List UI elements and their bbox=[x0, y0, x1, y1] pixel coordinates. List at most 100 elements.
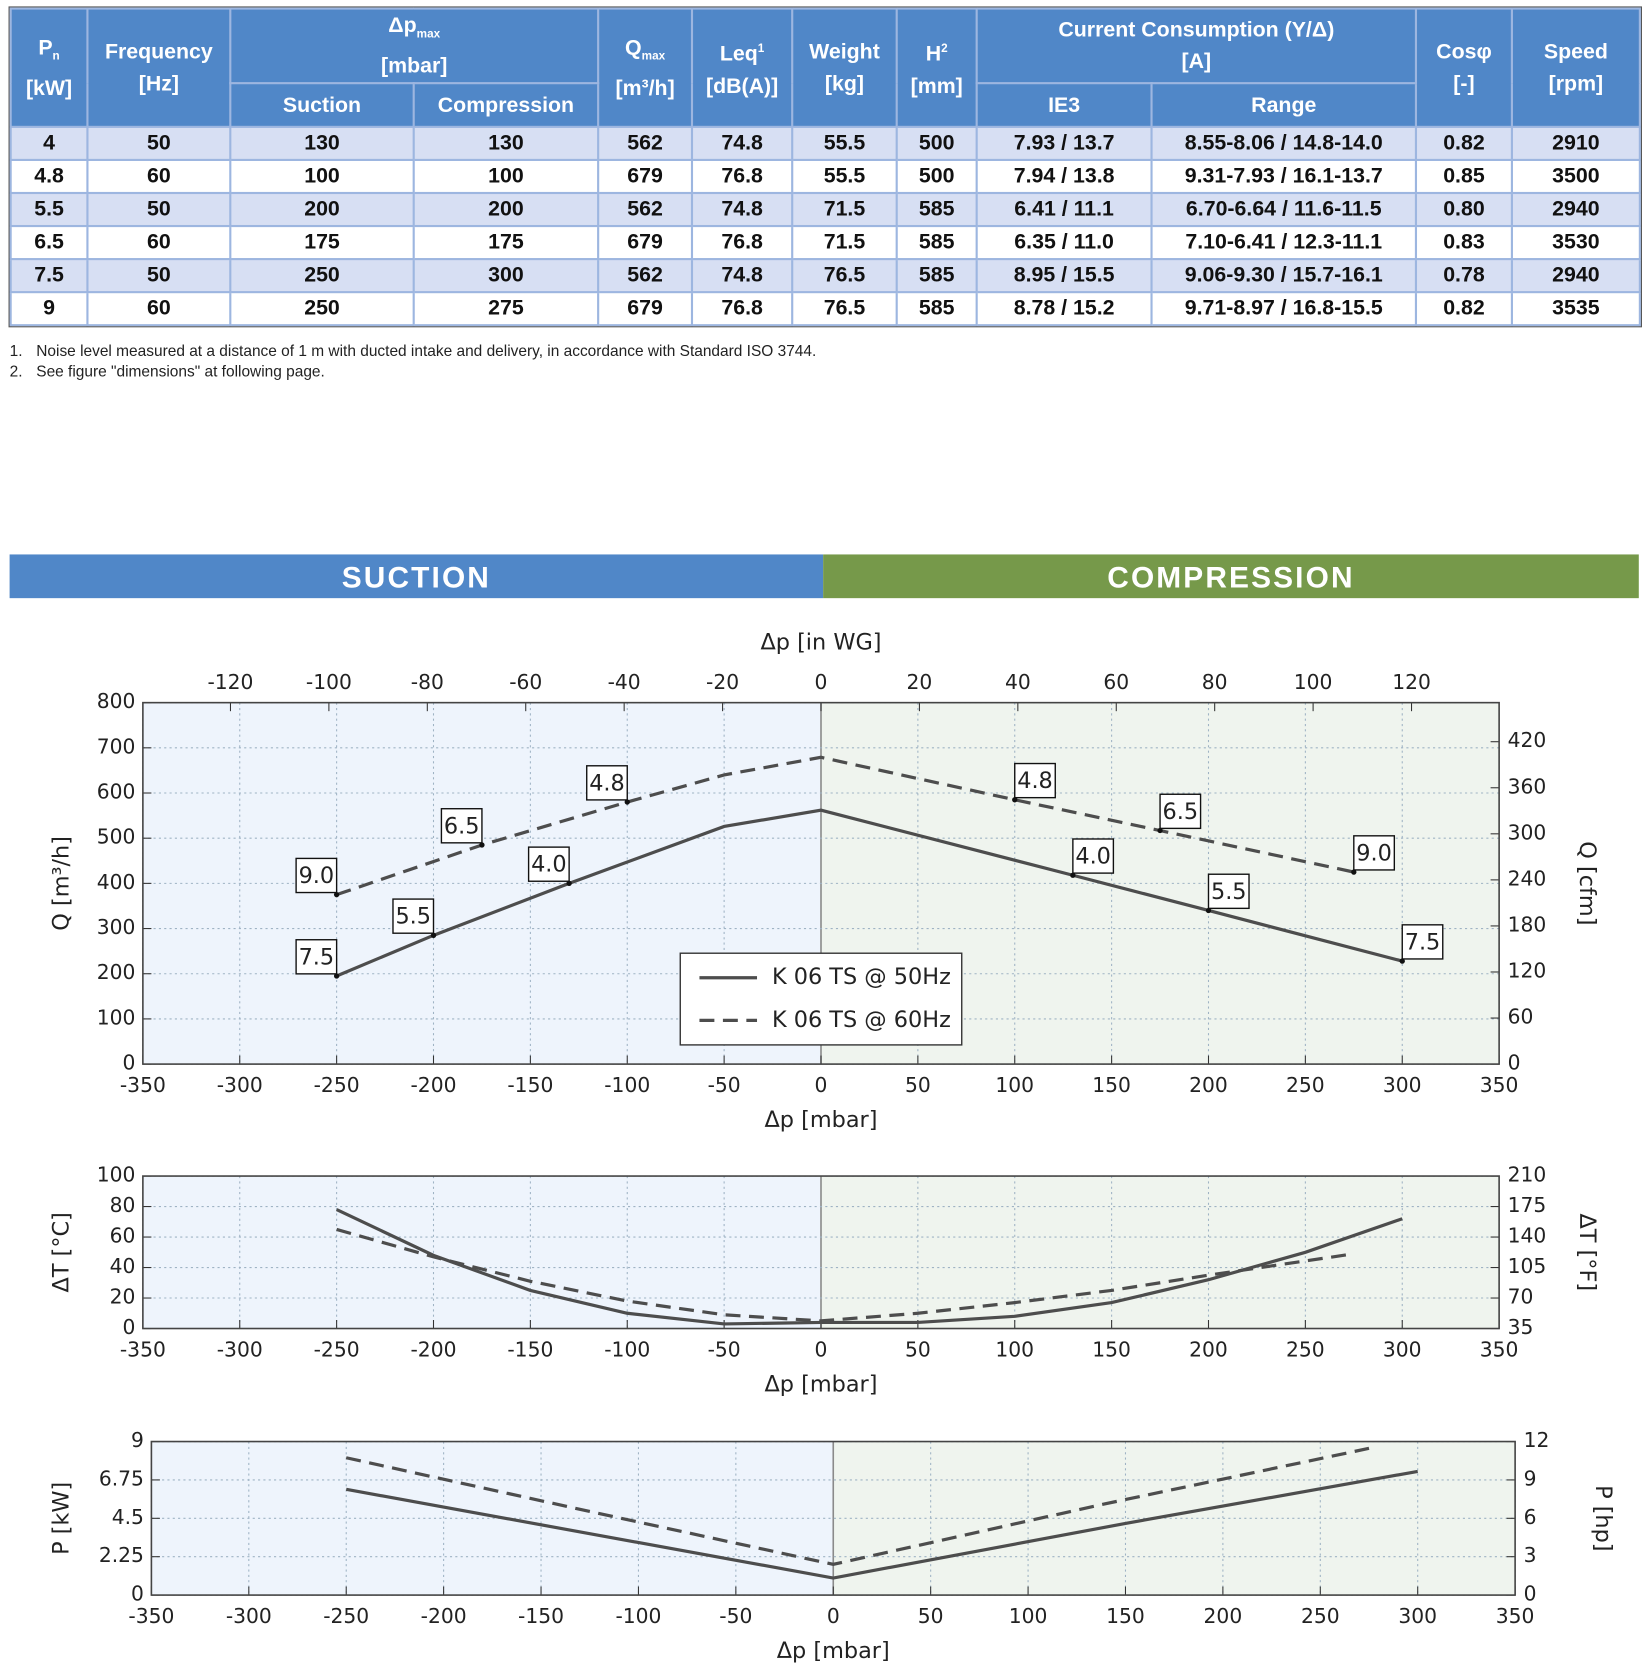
table-cell: 55.5 bbox=[791, 125, 898, 162]
x-tick-label: -150 bbox=[518, 1604, 564, 1628]
data-point bbox=[1157, 827, 1163, 834]
header-sup: 2 bbox=[941, 42, 948, 56]
point-label-box bbox=[1159, 793, 1202, 830]
x2-tick-label: 60 bbox=[1103, 670, 1129, 694]
x-tick-label: 100 bbox=[995, 1073, 1034, 1097]
table-row: 6.5 60 175 175 679 76.8 71.5 585 6.35 / 11.0 7.10… bbox=[9, 224, 1641, 261]
table-cell: 562 bbox=[597, 258, 694, 294]
header-cell: Cosφ [-] bbox=[1414, 7, 1513, 128]
header-main: Speed bbox=[1543, 39, 1608, 64]
x-tick-label: 200 bbox=[1204, 1604, 1243, 1628]
charts: -350 -300 -250 -20 0 -150 -100 -50 0 50 100 150 200 2… bbox=[48, 629, 1616, 1664]
x-tick-label: 350 bbox=[1480, 1337, 1519, 1361]
data-point bbox=[1070, 872, 1076, 878]
header-cell: H2 [mm] bbox=[895, 7, 978, 128]
table-cell: 585 bbox=[895, 291, 978, 327]
y-axis-label: P [kW] bbox=[48, 1482, 74, 1555]
y2-tick-label: 175 bbox=[1508, 1193, 1547, 1217]
point-label: 7.5 bbox=[1405, 929, 1441, 955]
table-cell: 562 bbox=[597, 191, 694, 228]
x-tick-label: -50 bbox=[719, 1604, 752, 1628]
table-cell: 9 bbox=[9, 291, 89, 327]
header-cell: Speed [rpm] bbox=[1510, 7, 1641, 128]
table-cell: 76.8 bbox=[690, 158, 794, 195]
x-tick-label: -300 bbox=[226, 1604, 272, 1628]
point-label: 5.5 bbox=[395, 904, 431, 930]
table-cell: 679 bbox=[597, 291, 694, 327]
table-cell: 7.93 / 13.7 bbox=[975, 125, 1153, 162]
table-cell: 74.8 bbox=[690, 191, 794, 228]
footnote: 2. See figure "dimensions" at following p… bbox=[10, 363, 817, 383]
table-cell: 3530 bbox=[1510, 224, 1641, 261]
x-tick-label: -350 bbox=[120, 1337, 166, 1361]
plot-frame bbox=[142, 701, 1500, 1065]
series-line bbox=[336, 808, 1403, 978]
y2-tick-label: 60 bbox=[1508, 1005, 1534, 1029]
x-tick-label: -150 bbox=[507, 1073, 553, 1097]
table-cell: 76.8 bbox=[690, 224, 794, 261]
x-tick-label: -100 bbox=[615, 1604, 661, 1628]
table-cell: 562 bbox=[597, 125, 694, 162]
x-tick-label: 0 bbox=[815, 1073, 828, 1097]
table-cell: 100 bbox=[229, 158, 415, 195]
x-tick-label: 150 bbox=[1092, 1073, 1131, 1097]
plot-frame bbox=[150, 1440, 1516, 1596]
table-cell: 60 bbox=[86, 158, 232, 195]
point-label: 4.0 bbox=[531, 852, 567, 878]
y2-tick-label: 180 bbox=[1508, 912, 1547, 936]
table-cell: 0.80 bbox=[1414, 191, 1513, 228]
table-cell: 2940 bbox=[1510, 258, 1641, 294]
point-label: 5.5 bbox=[1211, 879, 1247, 905]
series-line bbox=[336, 755, 1355, 897]
data-point bbox=[479, 842, 485, 848]
x2-tick-label: 80 bbox=[1202, 670, 1228, 694]
table-cell: 4.8 bbox=[9, 158, 89, 195]
y2-tick-label: 300 bbox=[1508, 820, 1547, 844]
header-subcell: Compression bbox=[412, 82, 600, 128]
x-tick-label: -50 bbox=[708, 1073, 741, 1097]
table-cell: 2910 bbox=[1510, 125, 1641, 162]
table-cell: 7.94 / 13.8 bbox=[975, 158, 1153, 195]
y2-tick-label: 360 bbox=[1508, 774, 1547, 798]
x-axis-label: Δp [mbar] bbox=[764, 1107, 877, 1133]
suction-banner: SUCTION bbox=[9, 554, 824, 599]
x2-axis-label: Δp [in WG] bbox=[760, 629, 881, 655]
x-tick-label: 0 bbox=[827, 1604, 840, 1628]
y2-axis-label: ΔT [°F] bbox=[1574, 1213, 1600, 1291]
table-cell: 6.70-6.64 / 11.6-11.5 bbox=[1150, 191, 1418, 228]
point-label-box bbox=[586, 765, 628, 801]
table-cell: 679 bbox=[597, 158, 694, 195]
x-tick-label: -250 bbox=[314, 1337, 360, 1361]
point-label-box bbox=[527, 846, 570, 882]
series-line bbox=[345, 1446, 1370, 1567]
x-tick-label: 100 bbox=[1009, 1604, 1048, 1628]
x-tick-label: 50 bbox=[905, 1337, 931, 1361]
table-cell: 275 bbox=[412, 291, 600, 327]
y2-tick-label: 120 bbox=[1508, 958, 1547, 982]
header-unit: [kg] bbox=[824, 71, 865, 96]
x-tick-label: 250 bbox=[1286, 1337, 1325, 1361]
plot-frame bbox=[142, 1175, 1500, 1330]
x2-tick-label: -120 bbox=[207, 670, 253, 694]
legend-label: K 06 TS @ 50Hz bbox=[772, 964, 951, 990]
table-row: 4.8 60 100 100 679 76.8 55.5 500 7.94 / 13.8 9.31… bbox=[9, 158, 1641, 195]
y-tick-label: 200 bbox=[97, 960, 136, 984]
table-cell: 300 bbox=[412, 258, 600, 294]
y-tick-label: 0 bbox=[131, 1582, 144, 1606]
table-cell: 500 bbox=[895, 125, 978, 162]
header-cell: Weight [kg] bbox=[791, 7, 898, 128]
point-label: 6.5 bbox=[444, 813, 480, 839]
y-tick-label: 100 bbox=[97, 1005, 136, 1029]
x-tick-label: 350 bbox=[1496, 1604, 1535, 1628]
table-cell: 585 bbox=[895, 258, 978, 294]
y2-tick-label: 140 bbox=[1508, 1224, 1547, 1248]
data-point bbox=[1012, 797, 1018, 803]
table-cell: 6.35 / 11.0 bbox=[975, 224, 1153, 261]
table-cell: 60 bbox=[86, 291, 232, 327]
x2-tick-label: -20 bbox=[706, 670, 739, 694]
table-cell: 74.8 bbox=[690, 258, 794, 294]
x-tick-label: 50 bbox=[918, 1604, 944, 1628]
table-cell: 0.82 bbox=[1414, 125, 1513, 162]
footnote: 1. Noise level measured at a distance of … bbox=[10, 342, 817, 362]
